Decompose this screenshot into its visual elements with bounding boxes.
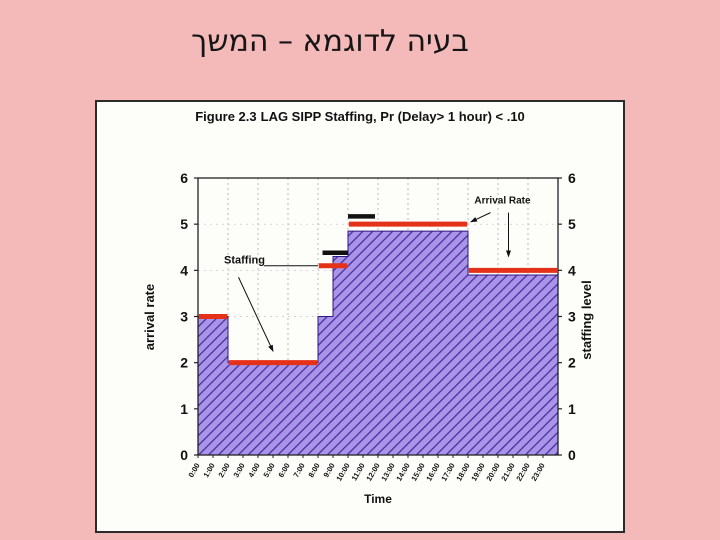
x-tick-label: 2:00 <box>216 462 231 480</box>
x-tick-label: 3:00 <box>231 462 246 480</box>
x-tick-label: 13:00 <box>379 462 396 483</box>
y-tick-label-right: 5 <box>568 216 576 232</box>
y-tick-label-right: 1 <box>568 401 576 417</box>
staffing-red-line <box>198 221 558 366</box>
y-tick-label-left: 5 <box>180 216 188 232</box>
y-tick-label-left: 2 <box>180 355 188 371</box>
annotation-label: Staffing <box>224 254 265 266</box>
figure-caption-text: LAG SIPP Staffing, Pr (Delay> 1 hour) < … <box>260 109 525 124</box>
y-tick-label-right: 0 <box>568 447 576 463</box>
y-axis-label-left: arrival rate <box>142 284 157 351</box>
annotation-line <box>238 277 274 353</box>
x-tick-label: 14:00 <box>394 462 411 483</box>
x-tick-label: 5:00 <box>261 462 276 480</box>
x-tick-label: 21:00 <box>499 462 516 483</box>
y-tick-label-left: 6 <box>180 170 188 186</box>
x-tick-label: 11:00 <box>350 462 367 483</box>
y-tick-label-right: 6 <box>568 170 576 186</box>
y-tick-label-right: 2 <box>568 355 576 371</box>
annotation-arrival-rate: Arrival Rate <box>470 195 531 258</box>
x-tick-label: 20:00 <box>484 462 501 483</box>
slide-title: בעיה לדוגמא – המשך <box>191 24 469 59</box>
x-tick-label: 10:00 <box>334 462 351 483</box>
staffing-chart: 0 0 1 1 2 2 3 3 4 4 5 5 6 6 0:00 1:00 2:00 3:00 4:00 5:00 6:… <box>142 170 594 506</box>
x-tick-label: 17:00 <box>439 462 456 483</box>
x-tick-label: 12:00 <box>364 462 381 483</box>
figure-number: Figure 2.3 <box>195 109 257 124</box>
x-tick-label: 15:00 <box>409 462 426 483</box>
x-tick-label: 8:00 <box>306 462 321 480</box>
annotation-staffing: Staffing <box>224 254 318 353</box>
annotation-line <box>470 212 491 223</box>
x-tick-label: 1:00 <box>201 462 216 480</box>
x-tick-label: 4:00 <box>246 462 261 480</box>
y-tick-label-left: 3 <box>180 309 188 325</box>
staffing-black-step <box>322 214 375 256</box>
y-tick-label-right: 4 <box>568 262 576 278</box>
figure-2-3: Figure 2.3 LAG SIPP Staffing, Pr (Delay> … <box>95 100 625 533</box>
x-axis-title: Time <box>364 492 392 506</box>
x-tick-label: 22:00 <box>514 462 531 483</box>
y-tick-label-left: 0 <box>180 447 188 463</box>
x-tick-label: 7:00 <box>291 462 306 480</box>
y-tick-label-left: 1 <box>180 401 188 417</box>
x-tick-label: 6:00 <box>276 462 291 480</box>
y-tick-label-left: 4 <box>180 262 188 278</box>
y-axis-label-right: staffing level <box>579 280 594 359</box>
x-tick-label: 23:00 <box>529 462 546 483</box>
x-tick-label: 0:00 <box>186 462 201 480</box>
x-tick-label: 16:00 <box>424 462 441 483</box>
annotation-label: Arrival Rate <box>474 195 531 206</box>
figure-title: Figure 2.3 LAG SIPP Staffing, Pr (Delay> … <box>97 109 623 124</box>
x-tick-label: 19:00 <box>469 462 486 483</box>
y-tick-label-right: 3 <box>568 309 576 325</box>
arrival-rate-area <box>197 230 559 456</box>
x-tick-label: 18:00 <box>454 462 471 483</box>
